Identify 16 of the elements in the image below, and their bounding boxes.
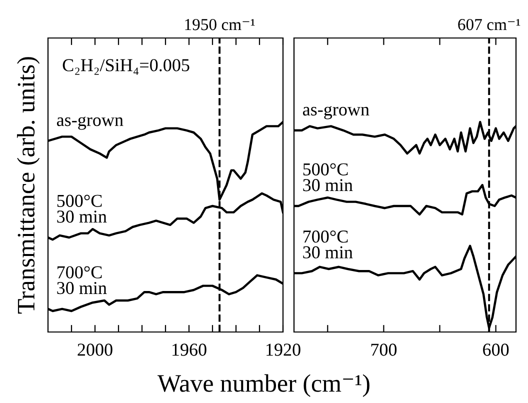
series-label: as-grown	[56, 116, 124, 130]
x-tick-label: 2000	[78, 344, 112, 356]
x-tick-label: 700	[371, 344, 397, 356]
x-tick-label: 600	[483, 344, 509, 356]
x-axis-title: Wave number (cm⁻¹)	[158, 374, 370, 397]
x-tick-label: 1920	[266, 344, 300, 356]
series-label: 500°C 30 min	[303, 163, 353, 192]
series-label: as-grown	[302, 106, 370, 120]
x-tick-label: 1960	[172, 344, 206, 356]
ref-line-label: 1950 cm⁻¹	[185, 18, 255, 30]
text: C₂H₂/SiH₄=0.005	[62, 59, 190, 75]
series-label: 700°C 30 min	[57, 266, 107, 294]
y-axis-title: Transmittance (arb. units)	[16, 57, 40, 314]
series-label: 500°C 30 min	[57, 194, 107, 223]
ref-line-label: 607 cm⁻¹	[458, 18, 520, 30]
series-label: 700°C 30 min	[303, 230, 353, 258]
